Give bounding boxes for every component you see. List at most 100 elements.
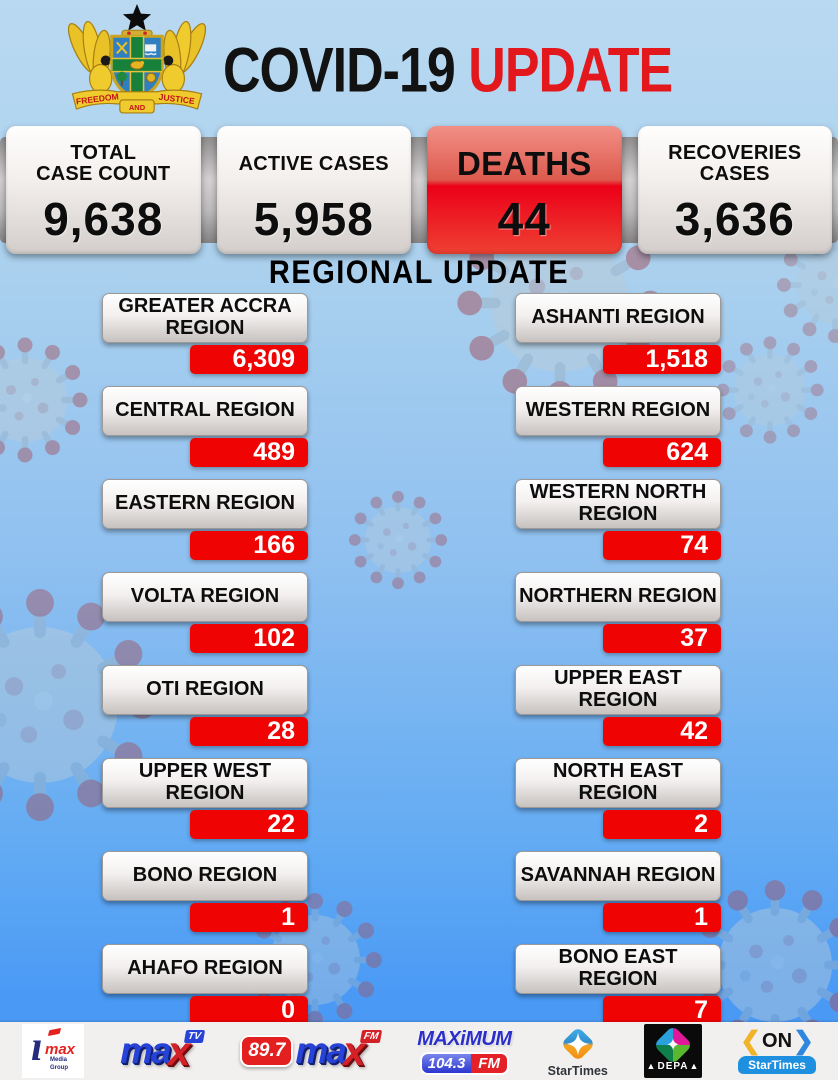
- max-fm-ma-text: ma: [295, 1030, 347, 1071]
- adepa-logo: ✦ ▲ DEPA ▲: [644, 1024, 702, 1078]
- title-update: UPDATE: [468, 35, 673, 106]
- region-card-upper-east-region: UPPER EAST REGION 42: [515, 665, 721, 746]
- region-card-volta-region: VOLTA REGION 102: [102, 572, 308, 653]
- region-card-eastern-region: EASTERN REGION 166: [102, 479, 308, 560]
- partner-logos-bar: ı max Media Group ma x TV 89.7 ma x FM MAX…: [0, 1022, 838, 1080]
- region-name: NORTH EAST REGION: [515, 758, 721, 808]
- region-card-north-east-region: NORTH EAST REGION 2: [515, 758, 721, 839]
- on-startimes-logo: ❮ ON ❯ StarTimes: [738, 1026, 816, 1074]
- maximum-frequency: 104.3: [419, 1051, 472, 1075]
- region-case-count: 1: [603, 903, 721, 932]
- motto-and: AND: [129, 103, 146, 112]
- region-card-ashanti-region: ASHANTI REGION 1,518: [515, 293, 721, 374]
- region-case-count: 22: [190, 810, 308, 839]
- region-card-ahafo-region: AHAFO REGION 0: [102, 944, 308, 1025]
- region-card-savannah-region: SAVANNAH REGION 1: [515, 851, 721, 932]
- region-name: EASTERN REGION: [102, 479, 308, 529]
- regional-update-heading: REGIONAL UPDATE: [268, 255, 570, 291]
- region-name: ASHANTI REGION: [515, 293, 721, 343]
- region-name: GREATER ACCRA REGION: [102, 293, 308, 343]
- region-card-northern-region: NORTHERN REGION 37: [515, 572, 721, 653]
- region-name: BONO REGION: [102, 851, 308, 901]
- maximum-name-text: MAXiMUM: [417, 1027, 512, 1050]
- page-title: COVID-19 UPDATE: [223, 34, 673, 107]
- region-name: SAVANNAH REGION: [515, 851, 721, 901]
- stat-card-total-case-count: TOTAL CASE COUNT 9,638: [6, 126, 201, 254]
- stat-label: RECOVERIES CASES: [668, 142, 802, 185]
- region-name: BONO EAST REGION: [515, 944, 721, 994]
- stat-card-active-cases: ACTIVE CASES 5,958: [216, 126, 411, 254]
- header: FREEDOM JUSTICE AND COVID-19 UPDATE: [0, 0, 838, 125]
- region-case-count: 489: [190, 438, 308, 467]
- region-card-bono-east-region: BONO EAST REGION 7: [515, 944, 721, 1025]
- region-name: AHAFO REGION: [102, 944, 308, 994]
- four-point-star-icon: ✦: [665, 1035, 681, 1054]
- imax-max-text: max: [45, 1041, 76, 1058]
- on-startimes-wordmark: StarTimes: [738, 1055, 816, 1074]
- region-name: UPPER WEST REGION: [102, 758, 308, 808]
- region-card-central-region: CENTRAL REGION 489: [102, 386, 308, 467]
- imax-dot-icon: [47, 1027, 62, 1037]
- stat-card-deaths: DEATHS 44: [427, 126, 622, 254]
- region-case-count: 102: [190, 624, 308, 653]
- triangle-a-icon: ▲: [646, 1060, 657, 1071]
- regional-column-right: ASHANTI REGION 1,518 WESTERN REGION 624 …: [515, 293, 721, 1025]
- triangle-a-icon: ▲: [689, 1060, 700, 1071]
- region-card-oti-region: OTI REGION 28: [102, 665, 308, 746]
- region-case-count: 2: [603, 810, 721, 839]
- summary-stats: TOTAL CASE COUNT 9,638 ACTIVE CASES 5,95…: [6, 126, 832, 254]
- region-card-bono-region: BONO REGION 1: [102, 851, 308, 932]
- region-name: WESTERN REGION: [515, 386, 721, 436]
- startimes-logo: StarTimes: [548, 1025, 608, 1078]
- region-case-count: 0: [190, 996, 308, 1025]
- coronavirus-watermark: [710, 330, 830, 450]
- adepa-mid-text: DEPA: [657, 1060, 689, 1072]
- region-case-count: 1: [190, 903, 308, 932]
- max-tv-ma-text: ma: [120, 1030, 172, 1071]
- ghana-coat-of-arms: FREEDOM JUSTICE AND: [67, 4, 207, 114]
- region-name: OTI REGION: [102, 665, 308, 715]
- stat-label: ACTIVE CASES: [238, 152, 389, 175]
- max-fm-897-logo: 89.7 ma x FM: [240, 1028, 383, 1075]
- stat-value: 44: [497, 193, 551, 245]
- stat-value: 5,958: [253, 193, 374, 245]
- region-case-count: 37: [603, 624, 721, 653]
- imax-i-glyph: ı: [31, 1024, 43, 1070]
- region-case-count: 624: [603, 438, 721, 467]
- region-case-count: 42: [603, 717, 721, 746]
- imax-media-group-logo: ı max Media Group: [22, 1024, 84, 1078]
- stat-value: 9,638: [43, 193, 164, 245]
- region-card-upper-west-region: UPPER WEST REGION 22: [102, 758, 308, 839]
- adepa-wordmark: ▲ DEPA ▲: [647, 1061, 700, 1072]
- region-name: VOLTA REGION: [102, 572, 308, 622]
- fm-badge: FM: [359, 1029, 383, 1043]
- motto-justice: JUSTICE: [158, 92, 195, 106]
- stat-card-recoveries-cases: RECOVERIES CASES 3,636: [637, 126, 832, 254]
- region-name: CENTRAL REGION: [102, 386, 308, 436]
- region-case-count: 6,309: [190, 345, 308, 374]
- region-case-count: 74: [603, 531, 721, 560]
- frequency-badge: 89.7: [240, 1035, 294, 1067]
- region-case-count: 1,518: [603, 345, 721, 374]
- tv-badge: TV: [184, 1029, 206, 1043]
- chevron-right-icon: ❯: [793, 1026, 814, 1055]
- region-card-western-north-region: WESTERN NORTH REGION 74: [515, 479, 721, 560]
- region-name: NORTHERN REGION: [515, 572, 721, 622]
- region-card-greater-accra-region: GREATER ACCRA REGION 6,309: [102, 293, 308, 374]
- startimes-diamond-icon: [563, 1028, 593, 1059]
- adepa-diamond-icon: ✦: [653, 1024, 693, 1065]
- max-tv-logo: ma x TV: [120, 1028, 206, 1075]
- imax-subtitle: Media Group: [50, 1057, 68, 1071]
- region-name: WESTERN NORTH REGION: [515, 479, 721, 529]
- stat-label: TOTAL CASE COUNT: [36, 142, 171, 185]
- startimes-wordmark: StarTimes: [547, 1063, 608, 1078]
- regional-column-left: GREATER ACCRA REGION 6,309 CENTRAL REGIO…: [102, 293, 308, 1025]
- stat-label: DEATHS: [457, 144, 592, 182]
- region-case-count: 166: [190, 531, 308, 560]
- coronavirus-watermark: [0, 330, 95, 470]
- chevron-left-icon: ❮: [740, 1026, 762, 1055]
- coronavirus-watermark: [343, 485, 453, 595]
- maximum-fm-badge: FM: [471, 1051, 509, 1075]
- region-name: UPPER EAST REGION: [515, 665, 721, 715]
